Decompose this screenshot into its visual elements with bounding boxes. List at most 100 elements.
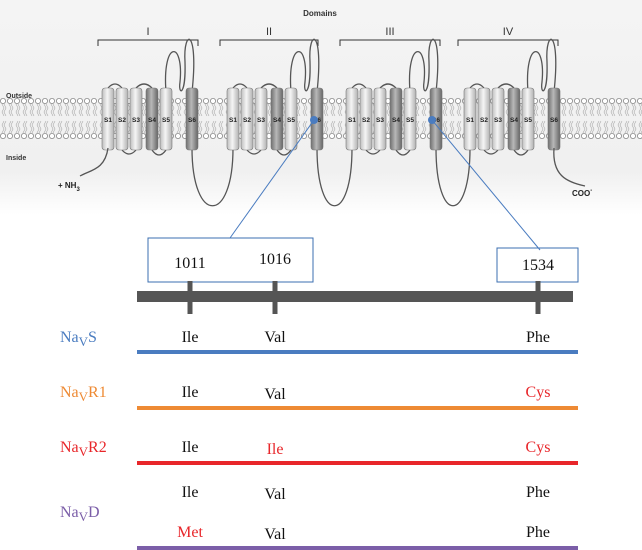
position-box: [147, 237, 314, 283]
c-terminus: COO-: [572, 188, 592, 198]
residue: Val: [264, 386, 286, 403]
segment-label: S5: [524, 117, 532, 124]
lipid-head: [609, 132, 616, 139]
short-loop: [379, 83, 397, 89]
lipid-head: [581, 98, 588, 105]
lipid-head: [419, 98, 426, 105]
lipid-head: [13, 98, 20, 105]
c-term-sup: -: [590, 188, 592, 194]
helix: [159, 87, 173, 151]
segment-label: S1: [229, 117, 237, 124]
pore-loop: [164, 38, 195, 93]
lipid-head: [588, 132, 595, 139]
short-loop: [351, 83, 367, 89]
residue: Val: [264, 486, 286, 503]
lipid-head: [216, 132, 223, 139]
lipid-head: [623, 98, 630, 105]
short-loop: [483, 149, 499, 155]
helix: [403, 87, 417, 151]
segment-label: S4: [392, 117, 400, 124]
n-term-tail: [79, 147, 109, 177]
name-base: Na: [60, 329, 79, 346]
segment-label: S6: [188, 117, 196, 124]
name-suffix: R1: [88, 384, 107, 401]
lipid-head: [174, 132, 181, 139]
lipid-head: [574, 132, 581, 139]
name-sub: V: [79, 444, 89, 459]
segment-label: S5: [406, 117, 414, 124]
name-suffix: D: [88, 504, 100, 521]
lipid-head: [20, 132, 27, 139]
segment-label: S3: [257, 117, 265, 124]
short-loop: [469, 83, 485, 89]
domain-label: I: [146, 26, 149, 38]
lipid-head: [602, 98, 609, 105]
lipid-head: [209, 132, 216, 139]
lipid-head: [35, 132, 42, 139]
lipid-head: [637, 98, 642, 104]
helix: [145, 87, 159, 151]
lipid-head: [63, 98, 70, 105]
lipid-head: [174, 98, 181, 105]
lipid-head: [595, 98, 602, 105]
connector: [431, 119, 541, 251]
residue: Ile: [182, 484, 199, 501]
name-base: Na: [60, 504, 79, 521]
lipid-head: [623, 132, 630, 139]
helix: [226, 87, 240, 151]
site-dot: [310, 116, 318, 124]
helix: [389, 87, 403, 151]
lipid-head: [595, 132, 602, 139]
helix: [491, 87, 505, 151]
c-term-text: COO: [572, 189, 590, 198]
lipid-head: [202, 98, 209, 105]
short-loop: [497, 83, 515, 89]
lipid-head: [560, 98, 567, 105]
segment-label: S4: [510, 117, 518, 124]
segment-label: S2: [118, 117, 126, 124]
name-sub: V: [79, 389, 89, 404]
residue: Ile: [182, 329, 199, 346]
lipid-head: [630, 98, 637, 105]
residue: Phe: [526, 524, 550, 541]
pore-loop: [526, 38, 557, 93]
residue: Cys: [526, 384, 551, 401]
outside-label: Outside: [6, 93, 32, 100]
domain-label: III: [385, 26, 394, 38]
lipid-head: [447, 132, 454, 139]
inside-label: Inside: [6, 155, 26, 162]
segment-label: S6: [432, 117, 440, 124]
domain-bracket: [339, 39, 441, 46]
domain-bracket: [219, 39, 319, 46]
lipid-head: [328, 98, 335, 105]
position-label: 1016: [259, 251, 291, 268]
residue: Ile: [182, 384, 199, 401]
c-term-tail: [553, 147, 586, 187]
lipid-head: [209, 98, 216, 105]
lipid-head: [0, 98, 6, 105]
lipid-head: [539, 132, 546, 139]
lipid-head: [91, 98, 98, 105]
lipid-head: [637, 133, 642, 139]
residue: Ile: [182, 439, 199, 456]
name-sub: V: [79, 334, 89, 349]
short-loop: [513, 149, 529, 156]
lipid-head: [42, 132, 49, 139]
lipid-head: [419, 132, 426, 139]
residue: Ile: [267, 441, 284, 458]
short-loop: [107, 83, 123, 89]
segment-label: S3: [494, 117, 502, 124]
lipid-head: [609, 98, 616, 105]
helix: [129, 87, 143, 151]
segment-label: S4: [273, 117, 281, 124]
lipid-head: [70, 132, 77, 139]
lipid-head: [84, 132, 91, 139]
segment-label: S1: [348, 117, 356, 124]
name-base: Na: [60, 439, 79, 456]
sequence-bar: [137, 291, 573, 302]
lipid-head: [447, 98, 454, 105]
lipid-head: [27, 132, 34, 139]
segment-label: S1: [466, 117, 474, 124]
variant-name: NaVD: [60, 504, 100, 524]
